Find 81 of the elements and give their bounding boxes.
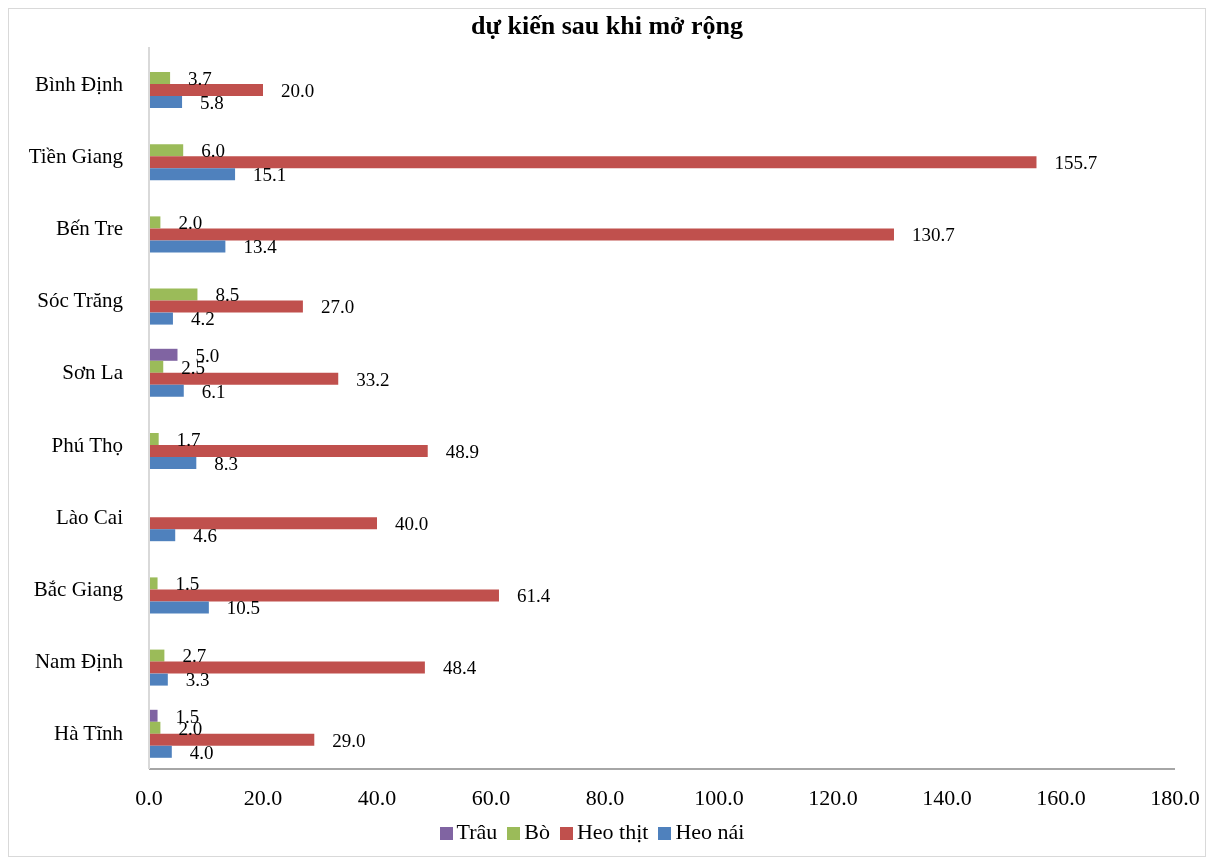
data-label: 33.2 [356, 368, 390, 390]
data-label: 15.1 [253, 163, 287, 185]
y-tick-label: Lào Cai [55, 504, 124, 529]
bar [149, 348, 178, 361]
data-label: 5.8 [200, 91, 224, 113]
data-label: 130.7 [911, 224, 955, 246]
x-tick-label: 60.0 [471, 784, 511, 810]
bar [149, 288, 198, 301]
data-label: 4.0 [189, 741, 214, 763]
bar [149, 312, 173, 325]
y-tick-label: Hà Tĩnh [53, 721, 124, 746]
bar [149, 384, 184, 397]
y-tick-label: Sơn La [62, 360, 124, 385]
bar [149, 84, 263, 96]
bar [149, 96, 183, 108]
data-label: 1.7 [176, 428, 201, 450]
data-label: 4.2 [190, 308, 215, 330]
bar [149, 589, 499, 602]
data-label: 61.4 [516, 585, 551, 607]
bar [149, 529, 176, 542]
bar [149, 300, 303, 313]
data-label: 48.9 [445, 440, 479, 462]
bar [149, 240, 226, 253]
data-label: 27.0 [320, 296, 355, 318]
bar [149, 228, 894, 241]
y-tick-label: Tiền Giang [28, 143, 124, 168]
x-tick-label: 100.0 [694, 784, 744, 810]
legend-label: Bò [524, 819, 550, 844]
y-tick-label: Bến Tre [55, 215, 123, 240]
bar [149, 360, 164, 373]
legend-label: Trâu [456, 819, 498, 844]
data-label: 2.0 [178, 212, 203, 234]
y-tick-label: Sóc Trăng [37, 288, 124, 313]
data-label: 13.4 [243, 236, 278, 258]
data-label: 29.0 [332, 729, 366, 751]
y-tick-label: Nam Định [34, 649, 124, 674]
data-label: 3.3 [185, 669, 210, 691]
x-tick-label: 160.0 [1036, 784, 1086, 810]
bar [149, 733, 315, 746]
chart-title: dự kiến sau khi mở rộng [470, 10, 744, 42]
bar [149, 433, 159, 445]
x-tick-label: 120.0 [808, 784, 858, 810]
bar [149, 144, 184, 157]
x-tick-label: 20.0 [243, 784, 283, 810]
bar [149, 72, 171, 84]
legend-label: Heo nái [675, 819, 745, 844]
bar [149, 156, 1037, 169]
data-label: 40.0 [395, 512, 429, 534]
x-tick-label: 140.0 [922, 784, 972, 810]
data-label: 4.6 [193, 524, 217, 546]
data-label: 8.3 [214, 452, 239, 474]
y-tick-label: Phú Thọ [51, 432, 123, 457]
y-tick-label: Bắc Giang [33, 576, 124, 601]
data-label: 1.5 [175, 573, 200, 595]
bar [149, 649, 165, 662]
data-label: 8.5 [215, 284, 240, 306]
data-label: 2.7 [182, 645, 207, 667]
x-tick-label: 0.0 [135, 784, 163, 810]
bar [149, 673, 168, 686]
bar [149, 517, 377, 530]
y-tick-label: Bình Định [34, 71, 124, 96]
bar [149, 601, 209, 614]
bar [149, 745, 172, 758]
bar [149, 457, 197, 469]
data-label: 6.1 [201, 380, 226, 402]
data-label: 10.5 [226, 597, 261, 619]
bar [149, 445, 428, 457]
x-tick-label: 80.0 [585, 784, 625, 810]
x-tick-label: 40.0 [357, 784, 397, 810]
bar [149, 661, 425, 674]
data-label: 6.0 [201, 139, 225, 161]
legend-label: Heo thịt [576, 819, 649, 844]
x-tick-label: 180.0 [1150, 784, 1200, 810]
bar [149, 372, 339, 385]
bar [149, 577, 158, 590]
bar [149, 168, 236, 181]
bar [149, 709, 158, 722]
data-label: 48.4 [442, 657, 477, 679]
data-label: 3.7 [188, 67, 212, 89]
data-label: 155.7 [1054, 151, 1098, 173]
data-label: 20.0 [281, 79, 315, 101]
